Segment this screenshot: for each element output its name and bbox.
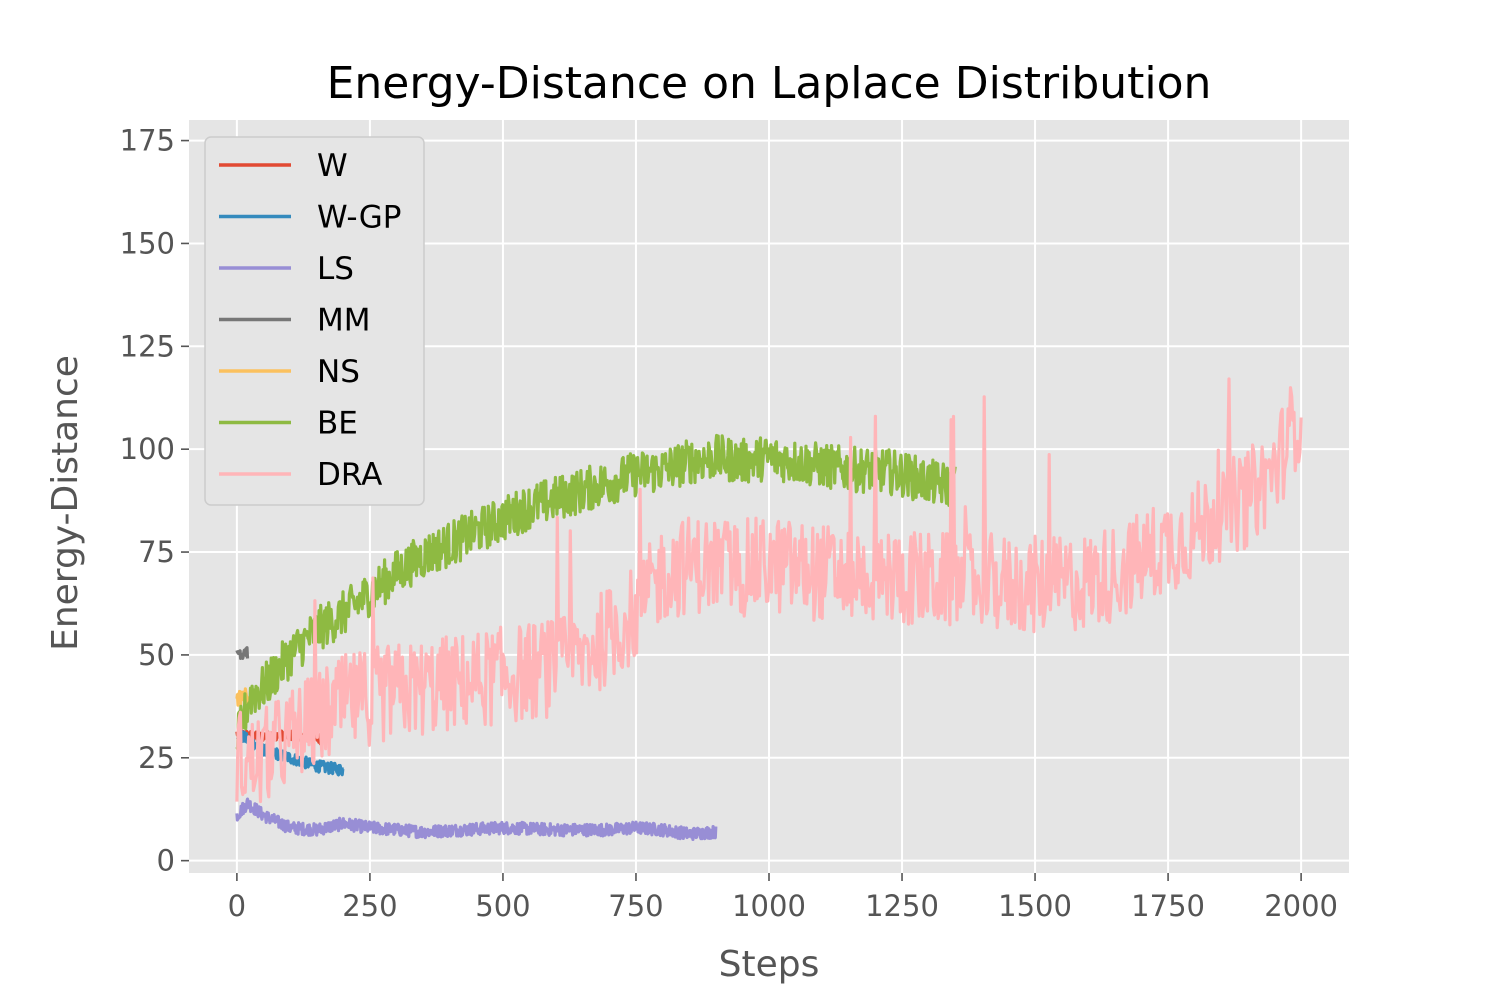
x-tick-label: 1500 [998,889,1072,923]
y-tick-label: 150 [120,226,175,260]
ticks: 0 250 500 750 1000 1250 1500 1750 2000 0 25 50 75 100… [120,124,1338,923]
legend: W W-GP LS MM NS BE DRA [204,136,425,506]
x-tick-label: 750 [608,889,663,923]
x-tick-label: 500 [475,889,530,923]
y-tick-label: 50 [138,638,175,672]
series-line-ns [235,687,250,711]
series-line-dra [235,377,1303,804]
y-axis-label: Energy-Distance [45,355,86,651]
y-tick-label: 75 [138,535,175,569]
x-tick-label: 1000 [732,889,806,923]
legend-label: MM [317,303,371,339]
x-tick-label: 1750 [1131,889,1205,923]
y-tick-label: 175 [120,124,175,158]
series-line-ls [235,797,718,842]
y-tick-label: 100 [120,432,175,466]
y-tick-label: 25 [138,741,175,775]
legend-box [204,136,425,506]
x-tick-label: 0 [228,889,246,923]
series-line-w-gp [235,729,345,777]
legend-label: DRA [317,457,382,493]
y-tick-label: 0 [157,844,175,878]
series-line-be [235,433,957,751]
y-tick-label: 125 [120,329,175,363]
legend-label: BE [317,406,358,442]
legend-label: W [317,148,348,184]
x-tick-label: 250 [342,889,397,923]
legend-label: NS [317,354,360,390]
x-axis-label: Steps [719,944,820,985]
x-tick-label: 1250 [865,889,939,923]
legend-label: LS [317,251,354,287]
chart-title: Energy-Distance on Laplace Distribution [327,58,1212,109]
legend-label: W-GP [317,200,401,236]
x-tick-label: 2000 [1264,889,1338,923]
series-layer [235,377,1303,842]
series-line-mm [235,646,250,661]
